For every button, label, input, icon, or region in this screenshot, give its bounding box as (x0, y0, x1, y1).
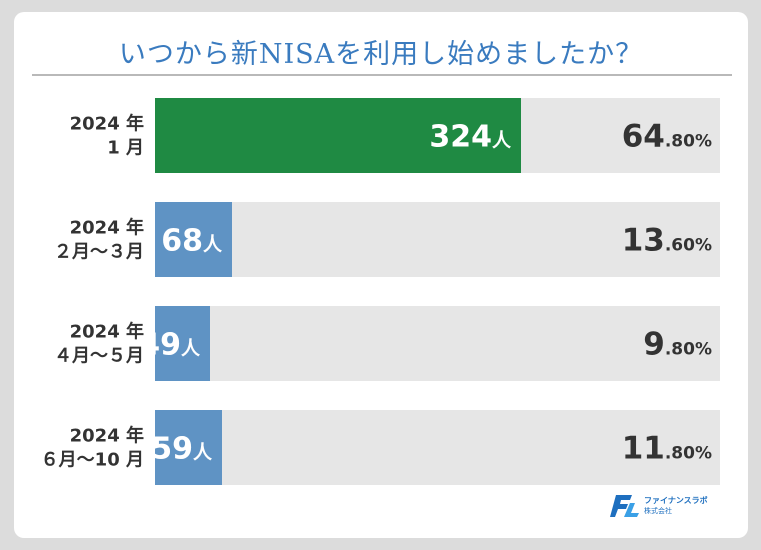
bar-percent-label: 64.80% (622, 119, 712, 155)
category-label: 2024 年 (70, 321, 144, 343)
bar-track (155, 202, 720, 277)
bar-count-label: 59人 (151, 432, 213, 467)
category-label: 2024 年 (70, 113, 144, 135)
bar-percent-label: 11.80% (622, 431, 712, 467)
bar (155, 306, 210, 381)
bar-count-label: 49人 (139, 328, 201, 363)
category-label: 2024 年 (70, 217, 144, 239)
bar-track (155, 410, 720, 485)
category-label: 2024 年 (70, 425, 144, 447)
category-label: 1 月 (107, 138, 144, 159)
bar-count-label: 324人 (429, 120, 512, 155)
bar (155, 202, 232, 277)
fl-logo-icon (610, 495, 639, 517)
category-label: ６月～10 月 (41, 450, 144, 471)
chart-title: いつから新NISAを利用し始めましたか？ (118, 39, 644, 70)
bar (155, 98, 521, 173)
company-logo: ファイナンスラボ 株式会社 (610, 493, 708, 519)
category-label: ４月～５月 (54, 346, 144, 367)
category-label: ２月～３月 (54, 242, 144, 263)
bar-percent-label: 13.60% (622, 223, 712, 259)
logo-sub: 株式会社 (644, 507, 672, 515)
bar-percent-label: 9.80% (643, 327, 712, 363)
bar-track (155, 306, 720, 381)
bar (155, 410, 222, 485)
logo-name: ファイナンスラボ (644, 496, 708, 505)
bar-count-label: 68人 (161, 224, 223, 259)
title-divider (32, 74, 732, 76)
